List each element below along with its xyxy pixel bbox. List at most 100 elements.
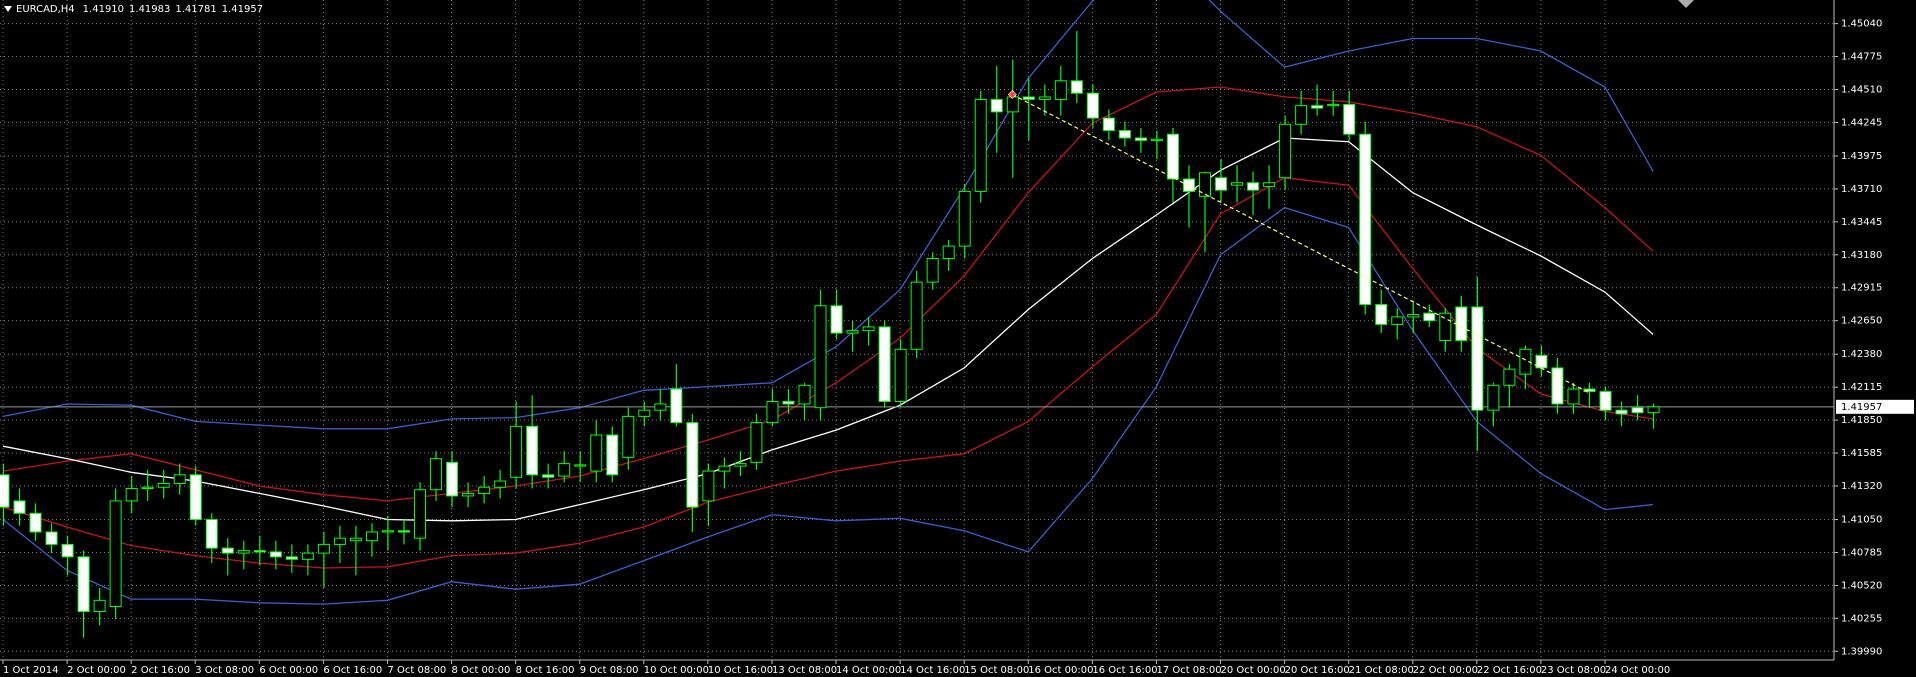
- x-tick-label: 6 Oct 16:00: [323, 665, 382, 676]
- scroll-marker[interactable]: [1678, 0, 1694, 8]
- candle-body: [1166, 133, 1179, 180]
- x-tick-label: 16 Oct 16:00: [1092, 665, 1157, 676]
- candle-body: [1231, 182, 1244, 186]
- candle-body: [173, 474, 186, 485]
- candle-body: [1182, 178, 1195, 192]
- indicator-line: [2, 206, 1654, 605]
- x-tick-label: 10 Oct 00:00: [644, 665, 709, 676]
- x-tick-label: 17 Oct 08:00: [1156, 665, 1221, 676]
- header-low: 1.41781: [175, 4, 216, 15]
- candle-body: [494, 480, 507, 488]
- candle-body: [253, 550, 266, 553]
- candle-body: [942, 245, 955, 260]
- candle-body: [926, 258, 939, 283]
- x-tick-label: 1 Oct 2014: [3, 665, 58, 676]
- y-tick-label: 1.41585: [1841, 448, 1882, 459]
- candle-body: [1102, 117, 1115, 132]
- candle-body: [1519, 348, 1532, 375]
- x-tick-label: 8 Oct 16:00: [516, 665, 575, 676]
- x-tick-label: 15 Oct 08:00: [964, 665, 1029, 676]
- candle-body: [109, 500, 122, 608]
- x-tick-label: 14 Oct 16:00: [900, 665, 965, 676]
- y-tick-label: 1.43710: [1841, 184, 1882, 195]
- candle-body: [1199, 172, 1211, 197]
- candle-body: [1647, 406, 1660, 414]
- candle-body: [1150, 138, 1163, 141]
- candle-body: [1391, 316, 1404, 325]
- candle-body: [1070, 80, 1083, 94]
- candle-body: [734, 463, 747, 467]
- x-tick-label: 9 Oct 08:00: [580, 665, 639, 676]
- candle-body: [958, 190, 971, 247]
- candle-body: [766, 400, 779, 424]
- candle-body: [1215, 177, 1228, 191]
- candle-body: [1311, 105, 1324, 109]
- candle-body: [141, 486, 154, 489]
- x-tick-label: 8 Oct 00:00: [452, 665, 511, 676]
- y-tick-label: 1.43975: [1841, 151, 1882, 162]
- candle-body: [29, 512, 42, 533]
- candle-body: [1279, 123, 1292, 179]
- x-tick-label: 21 Oct 08:00: [1349, 665, 1414, 676]
- axes: 1.39990 1.40255 1.40520 1.40785 1.41050 1.413…: [2, 19, 1914, 676]
- candle-body: [349, 537, 362, 542]
- candle-body: [365, 531, 378, 542]
- candle-body: [317, 543, 330, 554]
- candle-body: [1134, 137, 1147, 141]
- candle-body: [670, 388, 683, 424]
- candle-body: [510, 425, 523, 478]
- indicator-line: [2, 86, 1654, 502]
- candle-body: [1455, 306, 1468, 342]
- candle-body: [269, 551, 282, 558]
- candle-body: [1359, 133, 1372, 306]
- x-tick-label: 22 Oct 16:00: [1477, 665, 1542, 676]
- indicator-line: [2, 177, 1654, 569]
- candle-body: [606, 434, 619, 476]
- candle-body: [1247, 182, 1260, 191]
- header-close: 1.41957: [222, 4, 263, 15]
- candle-body: [1631, 407, 1644, 414]
- x-tick-label: 20 Oct 00:00: [1221, 665, 1286, 676]
- candle-body: [574, 464, 587, 467]
- candle-body: [1551, 367, 1564, 405]
- candle-body: [1038, 96, 1051, 100]
- y-tick-label: 1.40255: [1841, 613, 1882, 624]
- y-tick-label: 1.44510: [1841, 84, 1882, 95]
- x-tick-label: 3 Oct 08:00: [195, 665, 254, 676]
- header-arrow: [4, 6, 12, 12]
- candle-body: [638, 409, 651, 417]
- candle-body: [1006, 96, 1019, 113]
- candle-body: [910, 281, 923, 350]
- candle-body: [430, 458, 443, 491]
- y-tick-label: 1.42650: [1841, 316, 1882, 327]
- candle-body: [1295, 105, 1308, 125]
- indicator-line: [2, 137, 1654, 522]
- candle-body: [462, 492, 475, 497]
- y-tick-label: 1.42915: [1841, 283, 1882, 294]
- candle-body: [221, 547, 234, 554]
- candle-body: [782, 400, 795, 405]
- candle-body: [1567, 388, 1580, 405]
- candle-body: [13, 500, 26, 514]
- candle-body: [285, 556, 298, 560]
- y-tick-label: 1.43180: [1841, 250, 1882, 261]
- candle-body: [654, 403, 667, 411]
- header-open: 1.41910: [83, 4, 124, 15]
- candle-body: [1263, 182, 1276, 187]
- y-tick-label: 1.42115: [1841, 382, 1882, 393]
- x-tick-label: 22 Oct 00:00: [1413, 665, 1478, 676]
- candle-body: [542, 474, 555, 478]
- candle-body: [1423, 312, 1436, 322]
- candle-body: [414, 489, 427, 539]
- plot-area: [0, 0, 1834, 638]
- chart-header: EURCAD,H4 1.41910 1.41983 1.41781 1.41957: [16, 4, 263, 15]
- candle-body: [798, 384, 811, 405]
- candle-body: [381, 530, 394, 533]
- x-tick-label: 23 Oct 08:00: [1541, 665, 1606, 676]
- candle-body: [1375, 304, 1388, 325]
- candle-body: [702, 470, 715, 502]
- candle-body: [1439, 312, 1452, 342]
- candle-body: [1503, 368, 1516, 386]
